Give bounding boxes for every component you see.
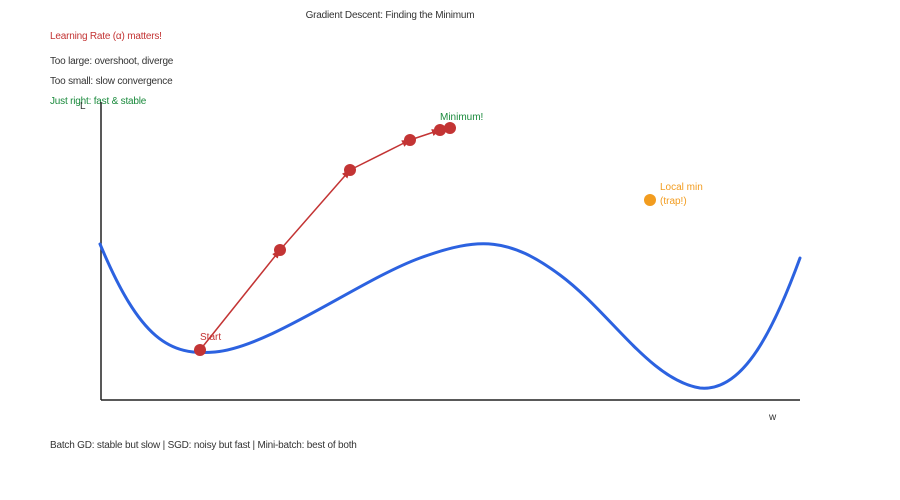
minimum-label: Minimum! bbox=[440, 112, 483, 123]
start-label: Start bbox=[200, 332, 221, 343]
descent-point-minimum bbox=[444, 122, 456, 134]
descent-path bbox=[194, 122, 456, 356]
descent-step-3 bbox=[349, 139, 411, 171]
loss-curve bbox=[98, 242, 802, 390]
tip-too-large: Too large: overshoot, diverge bbox=[50, 56, 174, 67]
descent-point-5 bbox=[434, 124, 446, 136]
tip-too-small: Too small: slow convergence bbox=[50, 76, 173, 87]
footer-note: Batch GD: stable but slow | SGD: noisy b… bbox=[50, 440, 357, 451]
descent-step-1 bbox=[199, 249, 281, 351]
y-axis-label: L bbox=[80, 101, 86, 112]
descent-point-2 bbox=[274, 244, 286, 256]
local-min-trap-label: (trap!) bbox=[660, 196, 687, 207]
descent-point-3 bbox=[344, 164, 356, 176]
descent-point-start bbox=[194, 344, 206, 356]
descent-step-2 bbox=[279, 169, 351, 251]
x-axis-label: w bbox=[768, 412, 777, 423]
local-min-marker bbox=[644, 194, 656, 206]
learning-rate-heading: Learning Rate (α) matters! bbox=[50, 31, 162, 42]
diagram-title: Gradient Descent: Finding the Minimum bbox=[305, 10, 475, 21]
tip-just-right: Just right: fast & stable bbox=[50, 96, 147, 107]
descent-point-4 bbox=[404, 134, 416, 146]
local-min-label: Local min bbox=[660, 182, 703, 193]
